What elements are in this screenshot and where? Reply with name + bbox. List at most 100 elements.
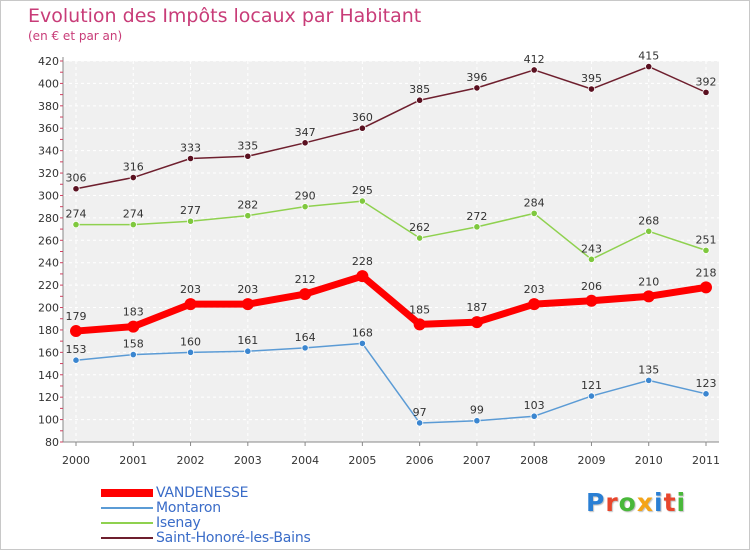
chart-subtitle: (en € et par an) [28, 29, 123, 43]
data-point [413, 318, 426, 331]
data-point [702, 390, 710, 398]
data-label: 206 [581, 280, 602, 293]
data-point [184, 298, 197, 311]
data-label: 277 [180, 204, 201, 217]
y-tick-label: 240 [38, 257, 59, 270]
data-label: 121 [581, 379, 602, 392]
data-label: 160 [180, 335, 201, 348]
legend: VANDENESSE Montaron Isenay Saint-Honoré-les… [101, 485, 361, 546]
plot-area [63, 61, 719, 442]
data-label: 316 [123, 161, 144, 174]
data-label: 183 [123, 306, 144, 319]
data-label: 161 [237, 334, 258, 347]
data-point [186, 154, 195, 163]
data-label: 210 [638, 275, 659, 288]
y-tick-label: 120 [38, 391, 59, 404]
data-point [72, 221, 80, 229]
data-point [299, 288, 312, 301]
chart-title: Evolution des Impôts locaux par Habitant [28, 5, 422, 27]
logo-letter: P [586, 488, 606, 517]
logo-letter: t [663, 488, 677, 517]
y-tick-label: 300 [38, 189, 59, 202]
data-label: 335 [237, 139, 258, 152]
data-label: 333 [180, 141, 201, 154]
y-tick-label: 400 [38, 77, 59, 90]
data-point [642, 290, 655, 303]
y-tick-label: 180 [38, 324, 59, 337]
logo-letter: o [618, 488, 637, 517]
series-line-saint-honor-les-bains [75, 65, 707, 190]
legend-item: Montaron [101, 500, 361, 516]
data-label: 103 [524, 399, 545, 412]
data-point [129, 173, 137, 182]
data-label: 228 [352, 255, 373, 268]
x-tick-label: 2010 [635, 454, 663, 467]
logo-letter: i [676, 488, 687, 517]
data-point [129, 221, 137, 229]
data-point [587, 392, 596, 400]
y-tick-label: 340 [38, 145, 59, 158]
legend-item: Saint-Honoré-les-Bains [101, 530, 361, 546]
y-tick-label: 140 [38, 369, 59, 382]
data-label: 282 [237, 199, 258, 212]
data-label: 135 [638, 363, 659, 376]
data-label: 290 [295, 190, 316, 203]
data-point [186, 217, 195, 225]
data-label: 415 [638, 50, 659, 63]
data-label: 203 [180, 283, 201, 296]
data-point [416, 96, 424, 104]
data-point [528, 298, 541, 311]
data-label: 164 [295, 331, 316, 344]
data-point [587, 85, 596, 93]
data-point [587, 255, 596, 263]
data-point [530, 66, 538, 74]
data-label: 268 [638, 214, 659, 227]
data-label: 251 [696, 233, 717, 246]
data-point [244, 212, 252, 220]
data-point [645, 376, 653, 384]
data-point [645, 63, 653, 71]
data-point [473, 417, 481, 425]
legend-label: Isenay [156, 515, 201, 531]
data-point [358, 197, 366, 205]
data-point [186, 348, 195, 356]
legend-label: Montaron [156, 500, 221, 516]
data-label: 203 [237, 283, 258, 296]
y-tick-label: 360 [38, 122, 59, 135]
data-point [416, 419, 424, 427]
legend-label: Saint-Honoré-les-Bains [156, 530, 311, 546]
data-point [473, 84, 481, 92]
data-point [702, 246, 710, 254]
data-label: 306 [66, 172, 87, 185]
data-point [700, 281, 712, 294]
data-label: 168 [352, 326, 373, 339]
data-point [416, 234, 424, 242]
y-tick-label: 320 [38, 167, 59, 180]
y-tick-label: 200 [38, 302, 59, 315]
data-label: 396 [466, 71, 487, 84]
legend-swatch [101, 507, 153, 509]
data-point [358, 339, 366, 347]
data-point [530, 209, 538, 217]
data-label: 274 [123, 208, 144, 221]
data-point [301, 344, 309, 352]
y-tick-label: 160 [38, 346, 59, 359]
x-tick-label: 2007 [463, 454, 491, 467]
x-tick-label: 2001 [119, 454, 147, 467]
legend-swatch [101, 537, 153, 539]
x-tick-label: 2004 [291, 454, 319, 467]
data-label: 295 [352, 184, 373, 197]
data-label: 412 [524, 53, 545, 66]
x-tick-label: 2000 [62, 454, 90, 467]
data-label: 385 [409, 83, 430, 96]
data-point [127, 320, 140, 333]
data-label: 203 [524, 283, 545, 296]
series-line-montaron [75, 342, 707, 424]
series-line-vandenesse [72, 272, 710, 335]
data-point [129, 350, 137, 359]
y-tick-label: 280 [38, 212, 59, 225]
data-label: 212 [295, 273, 316, 286]
data-point [530, 412, 538, 420]
data-point [72, 185, 80, 193]
